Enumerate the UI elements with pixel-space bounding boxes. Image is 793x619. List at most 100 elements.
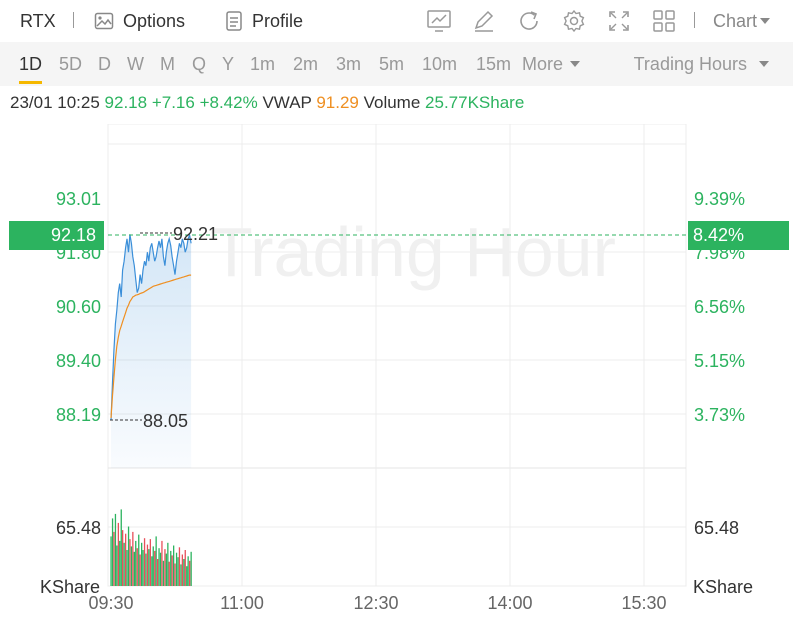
line-chart-icon[interactable] [426, 8, 452, 34]
chart-type-dropdown[interactable]: Chart [713, 0, 771, 42]
fullscreen-icon[interactable] [606, 8, 632, 34]
options-button[interactable]: Options [94, 0, 185, 42]
options-label: Options [123, 10, 186, 31]
period-d[interactable]: D [98, 53, 111, 74]
quote-change: +7.16 [151, 93, 195, 112]
volume-bar [117, 522, 119, 586]
chart-menu-label: Chart [713, 10, 758, 31]
volume-bar [120, 509, 122, 586]
volume-bar [168, 561, 170, 586]
period-5m[interactable]: 5m [379, 53, 405, 74]
volume-bar [155, 536, 157, 586]
volume-bar [183, 559, 185, 586]
settings-icon[interactable] [561, 8, 587, 34]
period-5d[interactable]: 5D [59, 53, 83, 74]
volume-bar [178, 547, 181, 586]
volume-bar [111, 518, 114, 586]
volume-bar [186, 566, 188, 586]
period-1m[interactable]: 1m [250, 53, 276, 74]
volume-bar [116, 545, 118, 586]
price-axis-label: 90.60 [56, 297, 101, 317]
top-toolbar: RTX Options Profile Chart [0, 0, 793, 42]
pen-icon[interactable] [471, 8, 497, 34]
volume-bar [132, 531, 134, 586]
volume-bar [125, 533, 127, 586]
volume-axis-label-right: 65.48 [694, 518, 739, 538]
period-2m[interactable]: 2m [293, 53, 319, 74]
time-axis: 09:30 11:00 12:30 14:00 15:30 [88, 593, 666, 613]
volume-bar [171, 555, 173, 586]
chart-grid [107, 124, 687, 587]
symbol-label[interactable]: RTX [20, 10, 56, 31]
volume-bar [175, 552, 178, 586]
volume-bar [110, 536, 112, 586]
profile-label: Profile [252, 10, 304, 31]
current-price-tag: 92.18 [9, 221, 104, 250]
pct-axis: 9.39% 7.98% 6.56% 5.15% 3.73% [694, 189, 745, 425]
grid-icon[interactable] [651, 8, 677, 34]
period-10m[interactable]: 10m [422, 53, 458, 74]
toolbar-divider [694, 12, 695, 28]
volume-bar [180, 564, 182, 586]
volume-bar [136, 548, 138, 586]
period-m[interactable]: M [160, 53, 175, 74]
refresh-icon[interactable] [516, 8, 542, 34]
volume-bar [157, 559, 159, 586]
more-periods-dropdown[interactable]: More [522, 42, 581, 86]
profile-button[interactable]: Profile [226, 0, 303, 42]
period-bar: 1D 5D D W M Q Y 1m 2m 3m 5m 10m 15m More… [0, 42, 793, 86]
time-axis-label: 11:00 [220, 593, 264, 613]
volume-label: Volume [363, 93, 421, 112]
period-15m[interactable]: 15m [476, 53, 512, 74]
volume-bar [139, 554, 141, 586]
price-axis: 93.01 91.80 90.60 89.40 88.19 [56, 189, 101, 425]
price-axis-label: 93.01 [56, 189, 101, 209]
volume-bar [141, 542, 143, 586]
volume-bar [135, 540, 137, 586]
volume-bar [114, 513, 117, 586]
volume-bar [154, 550, 156, 586]
time-axis-label: 15:30 [621, 593, 666, 613]
trading-hours-label: Trading Hours [633, 53, 747, 74]
volume-axis-label-left: 65.48 [56, 518, 101, 538]
volume-bar [143, 538, 146, 586]
pct-axis-label: 5.15% [694, 351, 745, 371]
volume-bar [151, 556, 153, 586]
chart-watermark: Trading Hour [210, 213, 616, 291]
volume-bar [162, 560, 165, 586]
volume-value: 25.77KShare [425, 93, 525, 112]
volume-bar [123, 542, 125, 586]
period-w[interactable]: W [127, 53, 144, 74]
volume-bar [170, 550, 172, 586]
volume-bar [184, 550, 186, 586]
quote-info-line: 23/01 10:25 92.18 +7.16 +8.42% VWAP 91.2… [10, 93, 524, 113]
intraday-chart[interactable]: Trading Hour 93.01 91.80 90.60 89.40 88.… [0, 124, 793, 619]
volume-bar [130, 546, 133, 586]
period-q[interactable]: Q [192, 53, 207, 74]
period-3m[interactable]: 3m [336, 53, 362, 74]
volume-bar [122, 530, 124, 586]
volume-bar [127, 526, 130, 586]
volume-bar [146, 544, 149, 586]
period-y[interactable]: Y [222, 53, 235, 74]
volume-bar [138, 534, 140, 586]
volume-bar [165, 553, 167, 586]
volume-bar [133, 551, 135, 586]
period-1d[interactable]: 1D [19, 42, 43, 86]
volume-unit-right: KShare [693, 577, 753, 597]
time-axis-label: 12:30 [353, 593, 398, 613]
vwap-value: 91.29 [316, 93, 359, 112]
quote-datetime: 23/01 10:25 [10, 93, 100, 112]
volume-bar [187, 556, 189, 586]
chevron-down-icon [759, 61, 769, 67]
high-label: 92.21 [173, 224, 218, 244]
volume-bar [181, 554, 183, 586]
trading-hours-dropdown[interactable]: Trading Hours [634, 42, 769, 86]
vwap-label: VWAP [262, 93, 312, 112]
volume-bar [145, 553, 147, 586]
volume-bar [164, 549, 166, 586]
price-axis-label: 89.40 [56, 351, 101, 371]
time-axis-label: 14:00 [487, 593, 532, 613]
volume-bar [177, 557, 179, 586]
volume-bar [158, 548, 160, 586]
